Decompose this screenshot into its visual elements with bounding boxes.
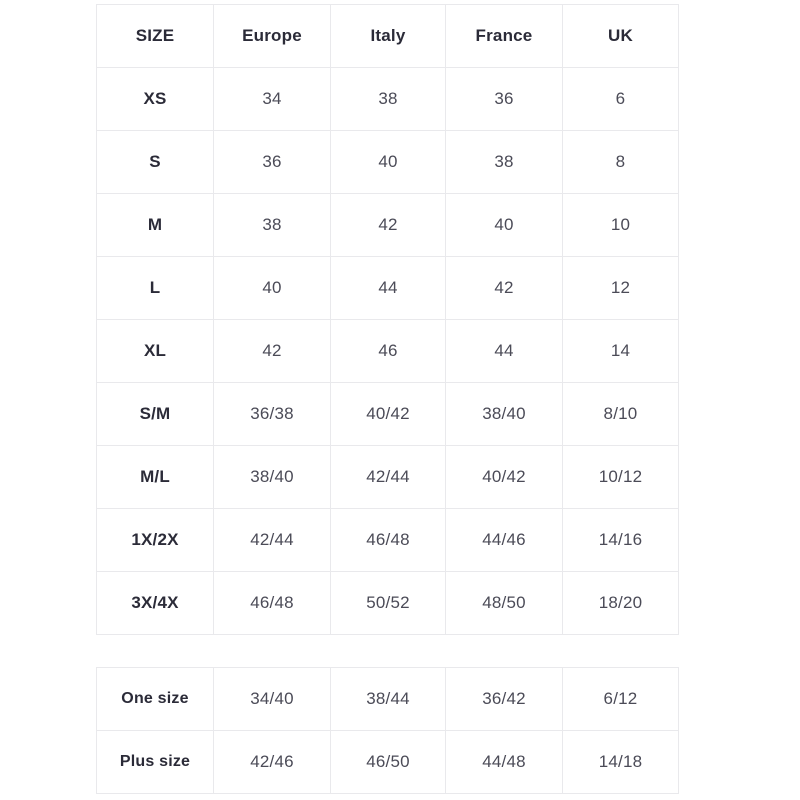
cell-france: 44/48 [445,730,563,794]
cell-uk: 6/12 [562,667,679,731]
cell-europe: 42/46 [213,730,331,794]
cell-uk: 14/16 [562,508,679,572]
row-label: XS [96,67,214,131]
table-row: One size 34/40 38/44 36/42 6/12 [96,667,679,731]
table-row: L 40 44 42 12 [96,256,679,320]
row-label: 1X/2X [96,508,214,572]
cell-france: 38/40 [445,382,563,446]
cell-france: 40 [445,193,563,257]
table-row: 1X/2X 42/44 46/48 44/46 14/16 [96,508,679,572]
cell-europe: 40 [213,256,331,320]
row-label: S [96,130,214,194]
row-label: One size [96,667,214,731]
cell-italy: 50/52 [330,571,446,635]
cell-uk: 10/12 [562,445,679,509]
cell-italy: 38/44 [330,667,446,731]
combined-size-table: One size 34/40 38/44 36/42 6/12 Plus siz… [96,667,679,794]
table-row: Plus size 42/46 46/50 44/48 14/18 [96,730,679,794]
standard-size-table: SIZE Europe Italy France UK XS 34 38 36 … [96,4,679,635]
cell-europe: 42/44 [213,508,331,572]
cell-france: 44/46 [445,508,563,572]
table-row: 3X/4X 46/48 50/52 48/50 18/20 [96,571,679,635]
row-label: L [96,256,214,320]
row-label: S/M [96,382,214,446]
cell-uk: 14 [562,319,679,383]
row-label: XL [96,319,214,383]
cell-france: 36 [445,67,563,131]
cell-uk: 6 [562,67,679,131]
table-header: SIZE Europe Italy France UK [96,4,679,68]
table-row: M/L 38/40 42/44 40/42 10/12 [96,445,679,509]
table-row: S/M 36/38 40/42 38/40 8/10 [96,382,679,446]
cell-europe: 38/40 [213,445,331,509]
cell-italy: 42/44 [330,445,446,509]
cell-italy: 40/42 [330,382,446,446]
cell-france: 40/42 [445,445,563,509]
cell-france: 48/50 [445,571,563,635]
row-label: M [96,193,214,257]
cell-uk: 18/20 [562,571,679,635]
column-header-italy: Italy [330,4,446,68]
cell-france: 36/42 [445,667,563,731]
cell-europe: 42 [213,319,331,383]
column-header-uk: UK [562,4,679,68]
cell-uk: 8/10 [562,382,679,446]
column-header-size: SIZE [96,4,214,68]
column-header-europe: Europe [213,4,331,68]
cell-france: 42 [445,256,563,320]
row-label: Plus size [96,730,214,794]
cell-europe: 36/38 [213,382,331,446]
cell-italy: 40 [330,130,446,194]
cell-italy: 44 [330,256,446,320]
table-row: M 38 42 40 10 [96,193,679,257]
cell-uk: 12 [562,256,679,320]
cell-italy: 46 [330,319,446,383]
table-body: XS 34 38 36 6 S 36 40 38 8 M 38 42 40 10 [96,67,679,635]
table-row: S 36 40 38 8 [96,130,679,194]
column-header-france: France [445,4,563,68]
cell-europe: 36 [213,130,331,194]
table-row: XS 34 38 36 6 [96,67,679,131]
cell-italy: 46/50 [330,730,446,794]
cell-italy: 46/48 [330,508,446,572]
cell-uk: 10 [562,193,679,257]
cell-uk: 8 [562,130,679,194]
cell-europe: 34 [213,67,331,131]
cell-europe: 34/40 [213,667,331,731]
header-row: SIZE Europe Italy France UK [96,4,679,68]
cell-france: 44 [445,319,563,383]
row-label: 3X/4X [96,571,214,635]
cell-uk: 14/18 [562,730,679,794]
cell-italy: 38 [330,67,446,131]
row-label: M/L [96,445,214,509]
cell-europe: 38 [213,193,331,257]
table-row: XL 42 46 44 14 [96,319,679,383]
table-body: One size 34/40 38/44 36/42 6/12 Plus siz… [96,667,679,794]
cell-france: 38 [445,130,563,194]
cell-europe: 46/48 [213,571,331,635]
cell-italy: 42 [330,193,446,257]
